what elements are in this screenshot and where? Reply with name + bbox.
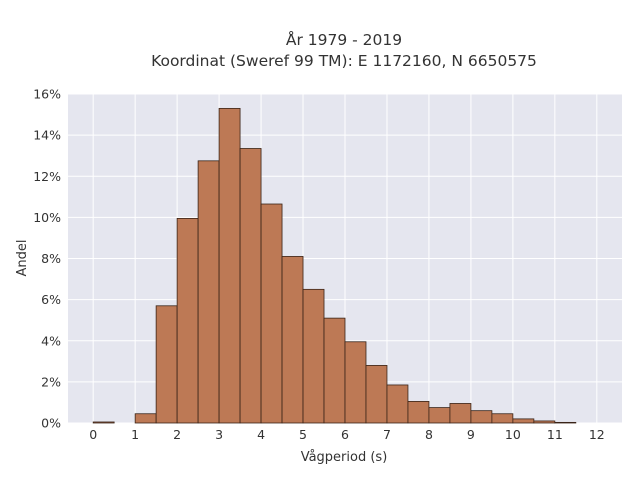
histogram-bar	[533, 420, 556, 424]
bars	[92, 107, 577, 424]
x-tick-label: 8	[425, 427, 433, 442]
y-axis-label: Andel	[15, 240, 30, 277]
y-tick-label: 16%	[33, 87, 61, 102]
histogram-bar	[428, 407, 451, 424]
y-tick-label: 2%	[41, 374, 61, 389]
histogram-bar	[281, 256, 304, 424]
histogram-bar	[512, 418, 535, 424]
histogram-bar	[491, 413, 514, 424]
y-tick-label: 12%	[33, 169, 61, 184]
y-tick-label: 0%	[41, 416, 61, 431]
histogram-bar	[260, 203, 283, 424]
histogram-bar	[554, 421, 577, 424]
x-tick-label: 3	[215, 427, 223, 442]
x-tick-labels: 0 1 2 3 4 5 6 7 8 9 10 11 12	[89, 427, 605, 442]
y-tick-labels: 0% 2% 4% 6% 8% 10% 12% 14% 16%	[33, 87, 61, 431]
histogram-bar	[92, 421, 115, 424]
histogram-bar	[365, 365, 388, 424]
x-tick-label: 6	[341, 427, 349, 442]
histogram-bar	[134, 413, 157, 424]
histogram-bar	[449, 403, 472, 424]
y-tick-label: 8%	[41, 251, 61, 266]
x-tick-label: 7	[383, 427, 391, 442]
x-tick-label: 10	[505, 427, 521, 442]
chart-title-line1: År 1979 - 2019	[286, 30, 402, 49]
x-tick-label: 5	[299, 427, 307, 442]
x-tick-label: 0	[89, 427, 97, 442]
histogram-bar	[239, 148, 262, 424]
histogram-bar	[218, 107, 241, 424]
histogram-bar	[155, 305, 178, 424]
x-tick-label: 12	[589, 427, 605, 442]
y-tick-label: 10%	[33, 210, 61, 225]
x-axis-label: Vågperiod (s)	[301, 450, 388, 465]
x-tick-label: 9	[467, 427, 475, 442]
histogram-bar	[386, 384, 409, 424]
y-tick-label: 4%	[41, 333, 61, 348]
histogram-bar	[470, 410, 493, 424]
histogram-bar	[323, 317, 346, 424]
x-tick-label: 11	[547, 427, 563, 442]
y-tick-label: 14%	[33, 128, 61, 143]
histogram-bar	[197, 160, 220, 424]
histogram-bar	[407, 401, 430, 424]
histogram-bar	[302, 288, 325, 424]
x-tick-label: 2	[173, 427, 181, 442]
histogram-bar	[176, 218, 199, 424]
x-tick-label: 1	[131, 427, 139, 442]
x-tick-label: 4	[257, 427, 265, 442]
y-tick-label: 6%	[41, 292, 61, 307]
chart-title-line2: Koordinat (Sweref 99 TM): E 1172160, N 6…	[151, 52, 537, 70]
histogram-bar	[344, 341, 367, 424]
